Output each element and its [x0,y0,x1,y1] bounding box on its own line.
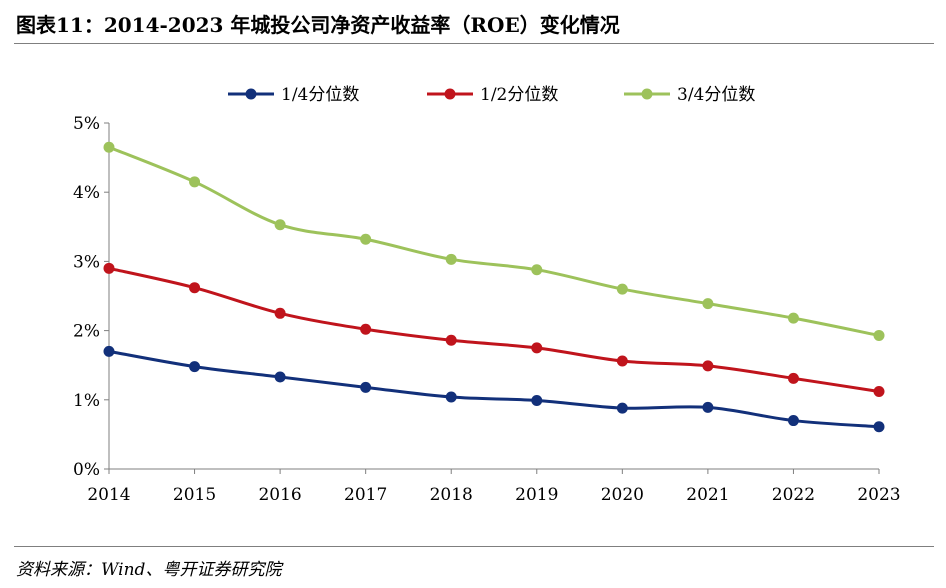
data-point [616,283,628,295]
chart-legend: 1/4分位数 1/2分位数 3/4分位数 [228,85,755,105]
y-tick-label: 1% [73,391,100,411]
y-tick-label: 0% [73,460,100,480]
data-point [274,219,286,231]
x-tick-label: 2017 [344,485,387,505]
data-point [531,264,543,276]
legend-swatch-marker [641,88,653,100]
data-point [274,371,286,383]
data-point [531,342,543,354]
x-tick-label: 2015 [173,485,216,505]
series-2 [103,262,885,397]
x-tick-label: 2018 [430,485,473,505]
data-point [616,402,628,414]
data-point [445,391,457,403]
x-tick-label: 2016 [258,485,301,505]
data-point [873,421,885,433]
data-point [787,415,799,427]
data-point [616,355,628,367]
data-point [445,253,457,265]
data-point [189,282,201,294]
data-point [360,233,372,245]
x-tick-label: 2022 [772,485,815,505]
source-note: 资料来源：Wind、粤开证券研究院 [16,560,282,580]
legend-label: 1/4分位数 [281,85,359,105]
roe-line-chart: 0% 1% 2% 3% 4% 5% 2014 2015 2016 2017 2018 2019 2020… [73,85,901,505]
source-divider [14,546,934,547]
data-point [360,323,372,335]
y-tick-label: 3% [73,252,100,272]
legend-swatch-marker [245,88,257,100]
y-tick-label: 2% [73,322,100,342]
series-line [108,145,880,337]
series-line [108,349,880,429]
data-point [103,262,115,274]
data-point [274,307,286,319]
x-tick-label: 2021 [686,485,729,505]
chart-axes: 0% 1% 2% 3% 4% 5% 2014 2015 2016 2017 2018 2019 2020… [73,114,901,505]
series-line [108,266,880,393]
y-tick-label: 4% [73,183,100,203]
title-divider [14,43,934,44]
data-point [702,401,714,413]
data-point [702,298,714,310]
data-point [787,312,799,324]
x-tick-label: 2020 [601,485,644,505]
series-layer [103,141,885,433]
series-1 [103,345,885,433]
data-point [103,141,115,153]
x-tick-label: 2023 [857,485,900,505]
data-point [189,176,201,188]
data-point [873,329,885,341]
data-point [445,334,457,346]
data-point [103,345,115,357]
chart-title: 图表11：2014-2023 年城投公司净资产收益率（ROE）变化情况 [16,13,620,37]
series-3 [103,141,885,341]
data-point [531,394,543,406]
data-point [189,361,201,373]
legend-swatch-marker [444,88,456,100]
x-tick-label: 2014 [87,485,130,505]
data-point [873,385,885,397]
legend-label: 1/2分位数 [480,85,558,105]
y-tick-label: 5% [73,114,100,134]
legend-label: 3/4分位数 [677,85,755,105]
data-point [787,372,799,384]
x-tick-label: 2019 [515,485,558,505]
data-point [702,360,714,372]
data-point [360,381,372,393]
